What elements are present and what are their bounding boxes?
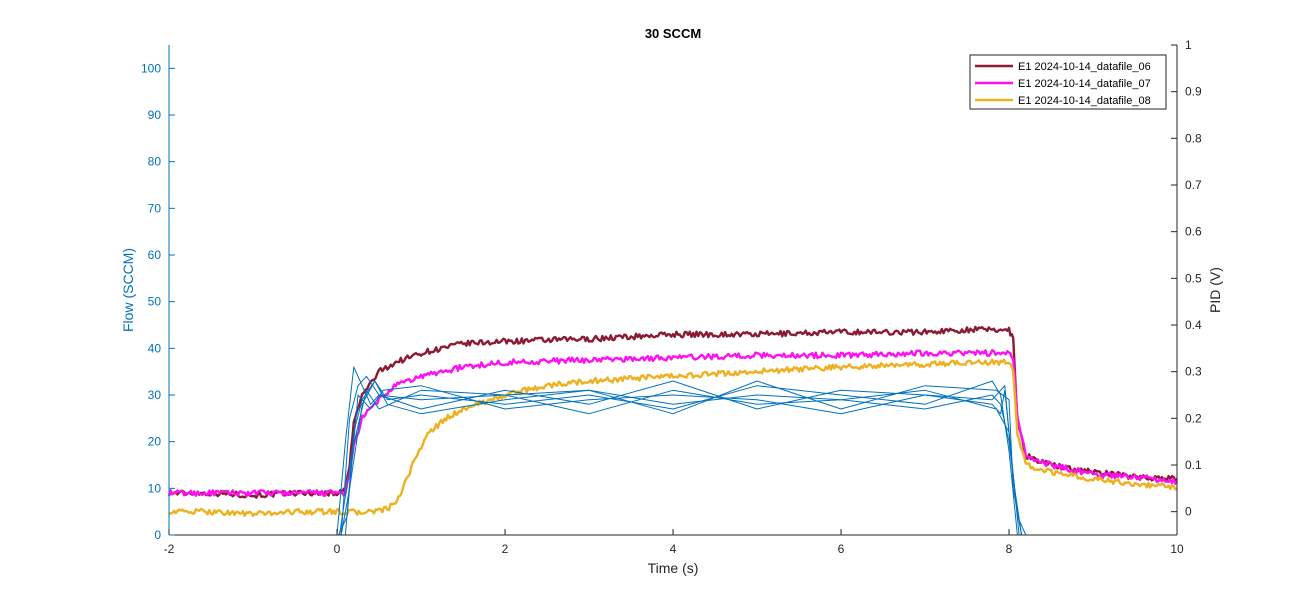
flow-series-line-4	[320, 366, 1023, 536]
y-left-tick-label: 30	[148, 388, 162, 402]
legend-label: E1 2024-10-14_datafile_08	[1018, 95, 1151, 107]
y-right-tick-label: 0.2	[1185, 411, 1202, 425]
flow-series-line-9	[339, 389, 1020, 536]
y-left-tick-label: 70	[148, 201, 162, 215]
legend-label: E1 2024-10-14_datafile_06	[1018, 61, 1151, 73]
x-tick-label: 8	[1006, 542, 1013, 556]
y-right-tick-label: 0.1	[1185, 458, 1202, 472]
x-axis-label: Time (s)	[648, 560, 699, 576]
y-left-tick-label: 20	[148, 435, 162, 449]
flow-series-line-7	[338, 385, 1023, 536]
y-right-tick-label: 0.5	[1185, 271, 1202, 285]
y-right-tick-label: 0.3	[1185, 365, 1202, 379]
y-left-tick-label: 90	[148, 108, 162, 122]
legend: E1 2024-10-14_datafile_06 E1 2024-10-14_d…	[969, 54, 1167, 110]
y-left-tick-label: 50	[148, 295, 162, 309]
x-tick-label: -2	[164, 542, 175, 556]
y-left-tick-label: 60	[148, 248, 162, 262]
y-right-axis-label: PID (V)	[1207, 267, 1223, 313]
x-tick-label: 10	[1170, 542, 1184, 556]
legend-label: E1 2024-10-14_datafile_07	[1018, 78, 1151, 90]
series-layer	[167, 325, 1178, 536]
flow-series-line-6	[337, 380, 1023, 536]
y-left-tick-label: 40	[148, 341, 162, 355]
x-tick-label: 0	[334, 542, 341, 556]
flow-series-line-5	[328, 375, 1027, 536]
ticks-layer: -2 0 2 4 6 8 10010203040506070809010000.10.20.…	[141, 38, 1202, 556]
y-right-tick-label: 0.6	[1185, 225, 1202, 239]
pid-series-line-1	[167, 325, 1178, 499]
y-left-tick-label: 10	[148, 481, 162, 495]
y-left-tick-label: 80	[148, 155, 162, 169]
y-right-tick-label: 0.9	[1185, 85, 1202, 99]
y-right-tick-label: 0.7	[1185, 178, 1202, 192]
y-right-tick-label: 1	[1185, 38, 1192, 52]
x-tick-label: 6	[838, 542, 845, 556]
y-left-tick-label: 100	[141, 61, 161, 75]
y-right-tick-label: 0.8	[1185, 131, 1202, 145]
x-tick-label: 4	[670, 542, 677, 556]
pid-series-line-2	[167, 349, 1178, 497]
x-tick-label: 2	[502, 542, 509, 556]
y-right-tick-label: 0	[1185, 505, 1192, 519]
pid-series-line-3	[168, 358, 1178, 517]
y-left-tick-label: 0	[154, 528, 161, 542]
chart-title: 30 SCCM	[645, 26, 701, 41]
y-left-axis-label: Flow (SCCM)	[120, 248, 136, 332]
y-right-tick-label: 0.4	[1185, 318, 1202, 332]
